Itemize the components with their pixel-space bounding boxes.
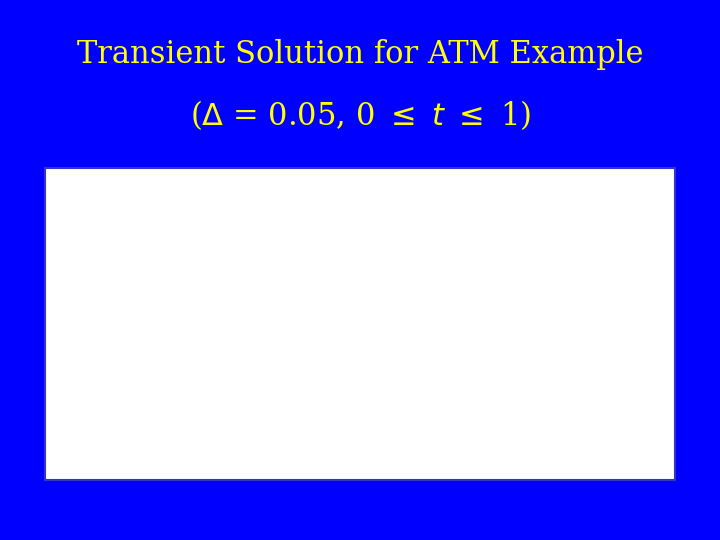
- Text: Transient Solution for ATM Example: Transient Solution for ATM Example: [77, 39, 643, 71]
- Text: ($\Delta$ = 0.05, 0 $\leq$ $t$ $\leq$ 1): ($\Delta$ = 0.05, 0 $\leq$ $t$ $\leq$ 1): [189, 98, 531, 132]
- Bar: [45, 168, 675, 480]
